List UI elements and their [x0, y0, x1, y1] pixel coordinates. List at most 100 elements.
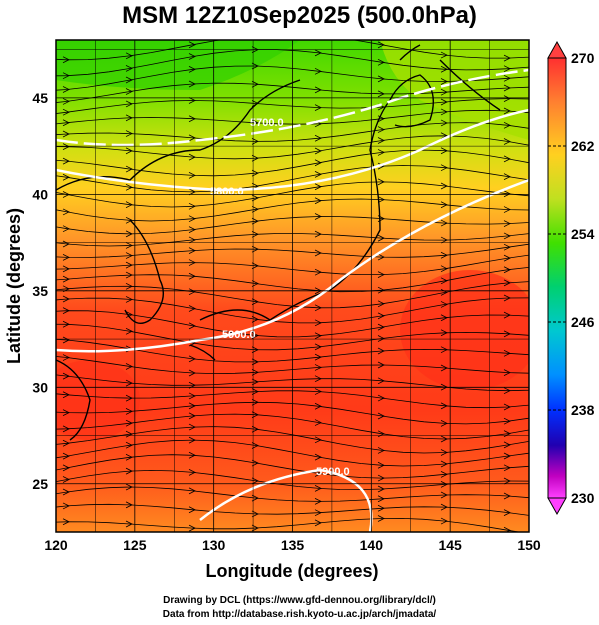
streamline-arrow [314, 419, 322, 426]
streamline-arrow [314, 388, 322, 395]
streamline [56, 503, 529, 516]
streamline-arrow [188, 423, 196, 431]
streamline-arrow [62, 275, 70, 283]
streamline-arrow [377, 515, 385, 522]
streamline-arrow [314, 49, 322, 57]
streamline [56, 82, 529, 103]
streamline-arrow [125, 76, 133, 84]
streamline-arrow [440, 164, 448, 172]
streamline-arrow [251, 398, 259, 406]
streamline-arrow [440, 364, 448, 372]
streamline-arrow [251, 459, 259, 467]
x-tick-label: 120 [44, 537, 68, 553]
streamline-arrow [62, 208, 70, 216]
streamline-arrow [125, 282, 133, 290]
streamline-arrow [503, 95, 511, 102]
streamline-arrow [503, 74, 511, 82]
streamline-arrow [251, 442, 259, 449]
streamline-arrow [251, 411, 259, 419]
streamline-arrow [188, 202, 196, 210]
streamline-arrow [314, 304, 322, 312]
streamline-arrow [440, 289, 448, 296]
streamline-arrow [440, 201, 448, 209]
streamline [56, 486, 529, 502]
colorbar-top-triangle [547, 40, 567, 59]
streamline-arrow [377, 178, 385, 186]
streamline-arrow [377, 485, 385, 493]
streamline [56, 122, 529, 142]
colorbar-tick-label: 246 [571, 314, 595, 330]
streamline-arrow [314, 364, 322, 371]
streamline-arrow [188, 469, 196, 476]
streamline-arrow [377, 461, 385, 469]
streamline-arrow [62, 254, 70, 261]
streamline-arrow [314, 159, 322, 167]
streamline-arrow [503, 526, 511, 532]
streamline-arrow [503, 121, 511, 129]
streamline-arrow [503, 138, 511, 145]
streamline-arrow [503, 220, 511, 227]
streamline-arrow [377, 75, 385, 83]
streamline-arrow [251, 510, 259, 518]
colorbar-body [547, 57, 567, 499]
streamline-arrow [440, 51, 448, 59]
streamline-arrow [62, 108, 70, 116]
streamline-arrow [440, 301, 448, 308]
streamline-arrow [125, 311, 133, 318]
streamline-arrow [125, 261, 133, 269]
streamline-arrow [188, 506, 196, 514]
streamline-arrow [440, 329, 448, 337]
streamline-arrow [62, 295, 70, 303]
streamline-arrow [62, 439, 70, 447]
streamline-arrow [503, 266, 511, 274]
chart-title: MSM 12Z10Sep2025 (500.0hPa) [122, 2, 477, 29]
streamline-arrow [503, 155, 511, 163]
streamline-arrow [314, 353, 322, 361]
streamline-arrow [251, 332, 259, 339]
streamline [56, 40, 529, 61]
streamline-arrow [251, 217, 259, 225]
streamline-arrow [377, 335, 385, 342]
streamline [56, 98, 529, 114]
streamline-arrow [440, 491, 448, 499]
streamline-arrow [440, 470, 448, 478]
streamline-arrow [251, 368, 259, 376]
streamline-arrow [314, 519, 322, 527]
streamline-arrow [377, 504, 385, 512]
streamline-arrow [251, 494, 259, 502]
streamline [56, 517, 522, 532]
streamline-arrow [125, 419, 133, 427]
streamline-arrow [503, 464, 511, 472]
streamline [56, 281, 529, 309]
streamline [56, 426, 529, 454]
streamline-arrow [62, 240, 70, 248]
credit-drawing: Drawing by DCL (https://www.gfd-dennou.o… [163, 595, 436, 606]
streamline-arrow [188, 236, 196, 244]
colorbar-bottom-triangle [547, 497, 567, 516]
streamline-arrow [503, 311, 511, 319]
streamline-arrow [62, 173, 70, 181]
streamline-arrow [377, 149, 385, 156]
streamline-arrow [125, 183, 133, 191]
streamline [56, 356, 529, 375]
streamline [56, 65, 529, 91]
streamline-arrow [251, 315, 259, 323]
streamline-arrow [503, 369, 511, 376]
streamline-arrow [188, 97, 196, 104]
y-tick-label: 45 [32, 90, 48, 106]
streamline-arrow [440, 88, 448, 96]
grid-lines [55, 40, 530, 532]
contour-label-5800: 5800.0 [210, 186, 244, 198]
streamline-arrow [188, 115, 196, 123]
streamline [56, 233, 529, 247]
streamline-arrow [377, 495, 385, 503]
streamline-arrow [62, 225, 70, 233]
streamline [56, 181, 529, 208]
streamline-arrow [125, 394, 133, 402]
streamline-arrow [62, 518, 70, 526]
streamline-arrow [314, 230, 322, 238]
streamline-arrow [125, 165, 133, 173]
streamline-arrow [125, 216, 133, 224]
streamline-arrow [188, 305, 196, 312]
streamline-arrow [314, 147, 322, 155]
